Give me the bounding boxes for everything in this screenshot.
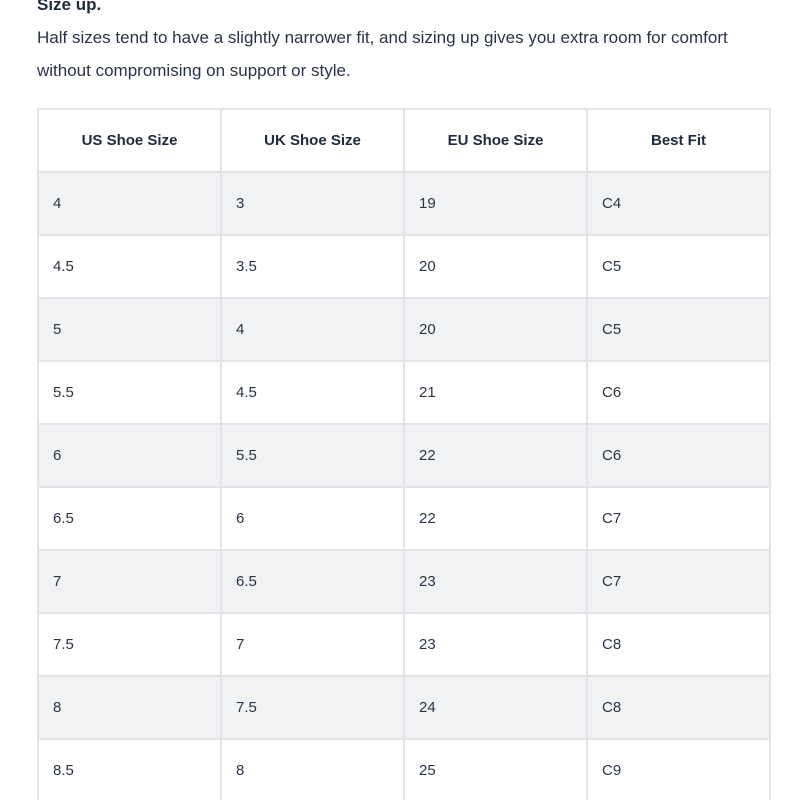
size-chart-table: US Shoe Size UK Shoe Size EU Shoe Size B… bbox=[37, 108, 771, 800]
header-eu-size: EU Shoe Size bbox=[403, 108, 588, 173]
us-size-cell: 4.5 bbox=[37, 234, 222, 299]
best-fit-cell: C6 bbox=[586, 360, 771, 425]
eu-size-cell: 22 bbox=[403, 423, 588, 488]
eu-size-cell: 23 bbox=[403, 612, 588, 677]
table-row: 8 7.5 24 C8 bbox=[37, 675, 771, 740]
eu-size-cell: 21 bbox=[403, 360, 588, 425]
uk-size-cell: 4.5 bbox=[220, 360, 405, 425]
uk-size-cell: 5.5 bbox=[220, 423, 405, 488]
us-size-cell: 5 bbox=[37, 297, 222, 362]
intro-section: Size up. Half sizes tend to have a sligh… bbox=[37, 0, 777, 87]
best-fit-cell: C5 bbox=[586, 297, 771, 362]
eu-size-cell: 20 bbox=[403, 297, 588, 362]
us-size-cell: 4 bbox=[37, 171, 222, 236]
table-row: 7.5 7 23 C8 bbox=[37, 612, 771, 677]
best-fit-cell: C5 bbox=[586, 234, 771, 299]
best-fit-cell: C7 bbox=[586, 549, 771, 614]
section-paragraph: Half sizes tend to have a slightly narro… bbox=[37, 28, 728, 80]
best-fit-cell: C6 bbox=[586, 423, 771, 488]
best-fit-cell: C4 bbox=[586, 171, 771, 236]
table-row: 5.5 4.5 21 C6 bbox=[37, 360, 771, 425]
us-size-cell: 6.5 bbox=[37, 486, 222, 551]
eu-size-cell: 22 bbox=[403, 486, 588, 551]
uk-size-cell: 4 bbox=[220, 297, 405, 362]
eu-size-cell: 23 bbox=[403, 549, 588, 614]
table-row: 6.5 6 22 C7 bbox=[37, 486, 771, 551]
best-fit-cell: C9 bbox=[586, 738, 771, 800]
table-row: 7 6.5 23 C7 bbox=[37, 549, 771, 614]
uk-size-cell: 7.5 bbox=[220, 675, 405, 740]
table-row: 8.5 8 25 C9 bbox=[37, 738, 771, 800]
uk-size-cell: 6 bbox=[220, 486, 405, 551]
us-size-cell: 8.5 bbox=[37, 738, 222, 800]
section-heading: Size up. bbox=[37, 0, 102, 14]
uk-size-cell: 8 bbox=[220, 738, 405, 800]
eu-size-cell: 24 bbox=[403, 675, 588, 740]
uk-size-cell: 6.5 bbox=[220, 549, 405, 614]
uk-size-cell: 3 bbox=[220, 171, 405, 236]
us-size-cell: 6 bbox=[37, 423, 222, 488]
header-best-fit: Best Fit bbox=[586, 108, 771, 173]
best-fit-cell: C8 bbox=[586, 675, 771, 740]
eu-size-cell: 25 bbox=[403, 738, 588, 800]
table-row: 4 3 19 C4 bbox=[37, 171, 771, 236]
eu-size-cell: 19 bbox=[403, 171, 588, 236]
header-uk-size: UK Shoe Size bbox=[220, 108, 405, 173]
best-fit-cell: C8 bbox=[586, 612, 771, 677]
us-size-cell: 8 bbox=[37, 675, 222, 740]
eu-size-cell: 20 bbox=[403, 234, 588, 299]
table-row: 5 4 20 C5 bbox=[37, 297, 771, 362]
best-fit-cell: C7 bbox=[586, 486, 771, 551]
us-size-cell: 5.5 bbox=[37, 360, 222, 425]
header-us-size: US Shoe Size bbox=[37, 108, 222, 173]
uk-size-cell: 7 bbox=[220, 612, 405, 677]
us-size-cell: 7 bbox=[37, 549, 222, 614]
table-row: 6 5.5 22 C6 bbox=[37, 423, 771, 488]
us-size-cell: 7.5 bbox=[37, 612, 222, 677]
table-row: 4.5 3.5 20 C5 bbox=[37, 234, 771, 299]
table-header-row: US Shoe Size UK Shoe Size EU Shoe Size B… bbox=[37, 108, 771, 173]
uk-size-cell: 3.5 bbox=[220, 234, 405, 299]
